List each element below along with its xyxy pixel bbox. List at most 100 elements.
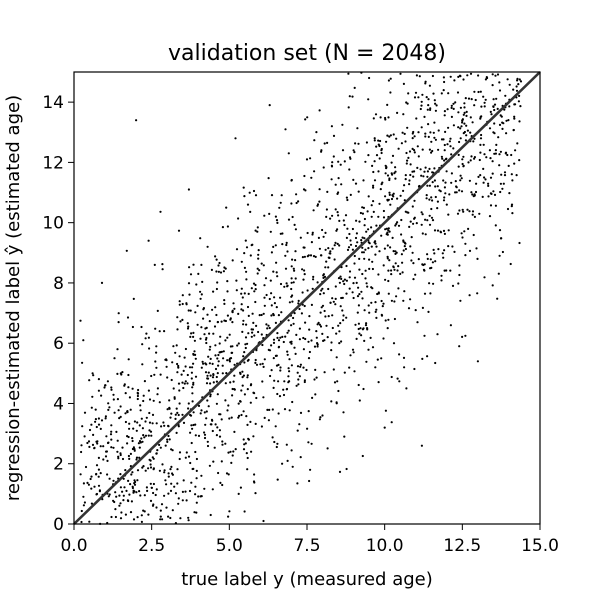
data-point [479,151,482,154]
data-point [209,513,212,517]
data-point [450,172,453,175]
data-point [315,376,318,379]
data-point [450,153,453,156]
data-point [91,443,95,446]
data-point [119,415,122,418]
data-point [155,422,158,425]
data-point [129,483,132,486]
data-point [177,413,180,417]
data-point [476,257,479,260]
data-point [341,296,344,299]
data-point [205,382,209,385]
data-point [97,389,100,392]
data-point [498,89,502,92]
data-point [108,406,111,409]
data-point [107,408,110,411]
data-point [342,280,345,283]
data-point [367,348,370,351]
data-point [141,343,144,346]
data-point [426,253,429,256]
y-tick-label: 2 [53,455,64,475]
data-point [298,375,301,378]
data-point [374,366,377,369]
data-point [117,455,120,458]
data-point [151,413,155,416]
data-point [244,343,247,346]
data-point [332,134,336,137]
data-point [406,126,409,129]
data-point [487,184,490,187]
data-point [398,353,401,356]
data-point [355,219,358,222]
data-point [426,355,429,358]
data-point [502,182,505,185]
data-point [149,466,153,469]
data-point [348,156,352,159]
data-point [418,75,421,78]
data-point [215,380,218,383]
data-point [129,408,132,411]
data-point [112,499,115,502]
data-point [176,371,179,374]
data-point [339,163,342,166]
data-point [144,469,147,472]
data-point [411,205,414,208]
data-point [353,262,356,265]
data-point [195,501,198,504]
data-point [158,443,161,446]
data-point [117,321,120,324]
data-point [137,442,140,445]
data-point [227,515,230,518]
data-point [79,473,82,476]
data-point [284,335,287,338]
data-point [150,374,153,378]
data-point [370,245,373,248]
data-point [371,260,374,263]
data-point [382,337,385,340]
data-point [182,386,185,390]
data-point [228,417,231,420]
data-point [326,447,329,450]
data-point [388,193,391,196]
data-point [132,518,136,521]
data-point [104,384,107,387]
data-point [195,511,198,514]
data-point [341,123,344,126]
data-point [407,92,410,95]
data-point [453,250,456,253]
data-point [330,125,333,128]
data-point [179,517,182,520]
data-point [357,327,360,331]
data-point [311,231,314,234]
data-point [303,379,306,382]
data-point [276,332,279,335]
data-point [259,363,262,366]
data-point [178,402,181,405]
data-point [515,174,518,177]
data-point [473,137,476,140]
data-point [221,226,224,229]
data-point [471,210,475,213]
data-point [372,184,375,187]
data-point [380,299,383,303]
data-point [394,252,397,255]
data-point [217,264,220,267]
data-point [261,343,264,347]
data-point [426,219,429,222]
data-point [443,232,446,235]
data-point [250,287,253,290]
data-point [322,235,325,238]
data-point [205,363,208,366]
data-point [138,424,141,427]
data-point [394,262,397,265]
data-point [457,75,460,78]
data-point [139,409,142,412]
data-point [442,179,445,182]
data-point [447,245,450,248]
data-point [273,302,276,305]
data-point [80,520,83,524]
data-point [430,196,433,199]
data-point [163,424,166,427]
data-point [294,277,297,280]
